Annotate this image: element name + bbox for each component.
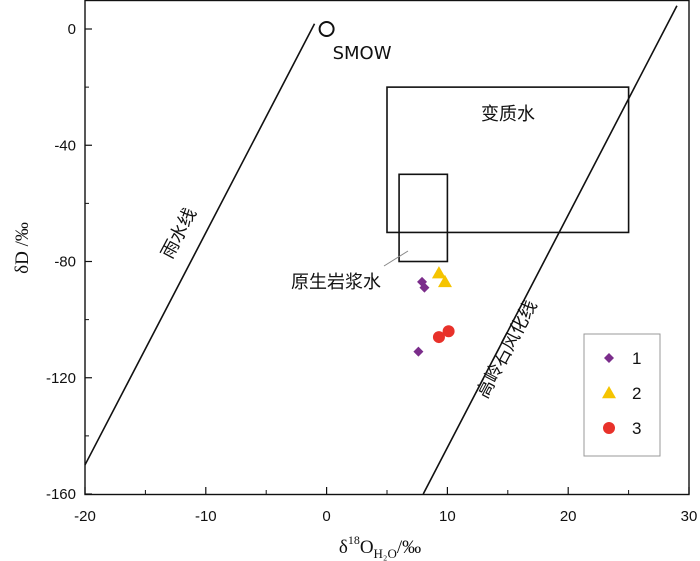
legend-label-1: 1 (632, 349, 641, 368)
x-tick-label: 0 (322, 508, 330, 525)
x-tick-label: -20 (74, 508, 96, 525)
plot-frame (84, 0, 690, 496)
kaolinite-weathering-line-label: 高岭石风化线 (473, 297, 542, 402)
magmatic-water-label: 原生岩浆水 (291, 272, 381, 293)
meteoric-water-line (84, 23, 316, 466)
axis-tick-labels: -20 -10 0 10 20 30 0 -40 -80 -120 -160 (46, 21, 697, 525)
x-title-sub: H₂O (374, 546, 397, 561)
x-tick-label: 10 (439, 508, 456, 525)
y-tick-label: -160 (46, 486, 76, 503)
y-tick-label: -80 (54, 254, 76, 271)
legend-label-3: 3 (632, 419, 641, 438)
metamorphic-water-box (386, 86, 630, 234)
y-tick-label: -120 (46, 370, 76, 387)
x-title-unit: /‰ (397, 537, 421, 558)
smow-label: SMOW (333, 43, 392, 64)
y-tick-label: -40 (54, 137, 76, 154)
x-title-o: O (360, 537, 374, 558)
data-point-series-1 (419, 282, 430, 293)
metamorphic-water-label: 变质水 (481, 104, 535, 125)
magmatic-water-leader-line (383, 250, 409, 267)
reference-lines (84, 5, 678, 495)
kaolinite-weathering-line (422, 5, 678, 495)
y-axis-title: δD /‰ (12, 222, 33, 274)
y-tick-label: 0 (68, 21, 76, 38)
legend-frame (583, 333, 661, 457)
data-point-series-3 (432, 331, 445, 344)
x-title-sup: 18 (348, 533, 360, 547)
data-point-series-2 (437, 274, 452, 288)
legend: 1 2 3 (583, 333, 661, 457)
data-point-series-2 (431, 266, 446, 279)
x-tick-label: 30 (681, 508, 698, 525)
smow-marker (318, 21, 335, 37)
legend-marker-2 (602, 386, 616, 399)
water-boxes (386, 86, 630, 263)
x-axis-title: δ18OH₂O/‰ (339, 533, 421, 561)
magmatic-water-box (398, 173, 449, 263)
x-tick-label: -10 (195, 508, 217, 525)
x-tick-label: 20 (560, 508, 577, 525)
legend-label-2: 2 (632, 384, 641, 403)
x-title-delta: δ (339, 537, 348, 558)
axis-ticks (84, 28, 690, 495)
data-points (413, 266, 455, 357)
legend-marker-3 (603, 422, 615, 434)
legend-marker-1 (604, 353, 614, 363)
data-point-series-1 (413, 346, 424, 357)
data-point-series-3 (442, 325, 455, 338)
